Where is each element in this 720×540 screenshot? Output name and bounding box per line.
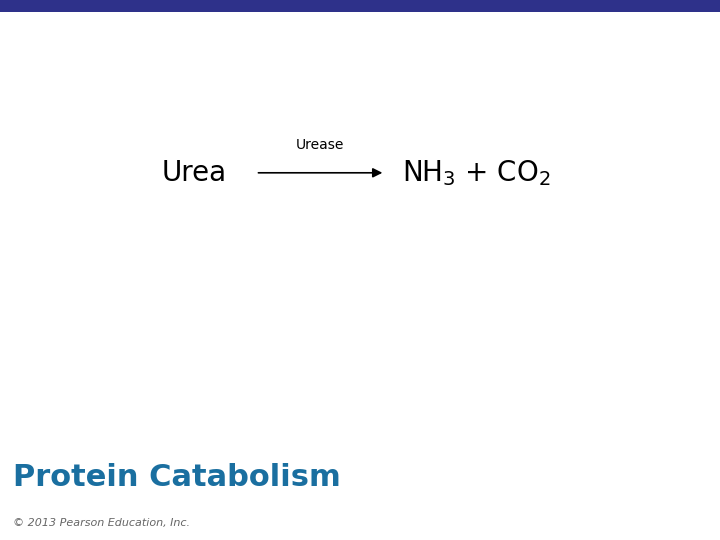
Text: NH$_3$ + CO$_2$: NH$_3$ + CO$_2$ — [402, 158, 551, 188]
Text: Urea: Urea — [162, 159, 227, 187]
Text: Protein Catabolism: Protein Catabolism — [13, 463, 341, 492]
Text: © 2013 Pearson Education, Inc.: © 2013 Pearson Education, Inc. — [13, 518, 190, 528]
Text: Urease: Urease — [296, 138, 345, 152]
Bar — [0, 0, 720, 12]
